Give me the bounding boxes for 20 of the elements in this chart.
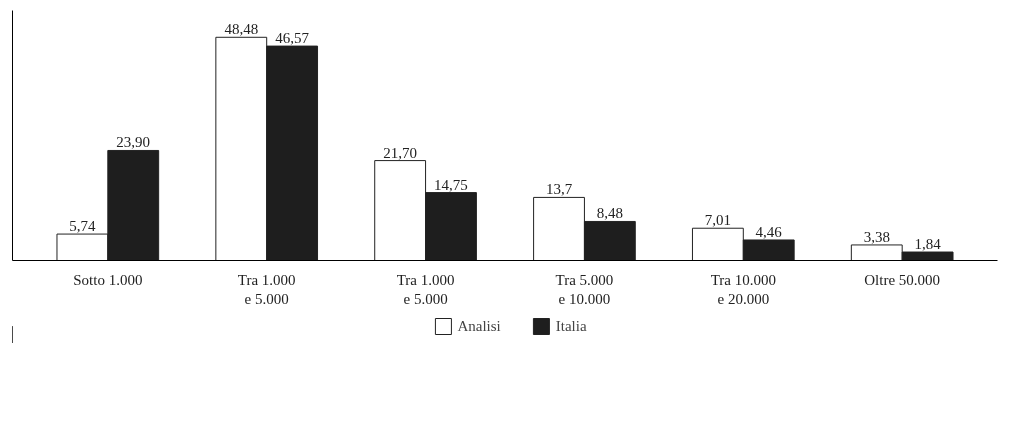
data-label: 13,7: [545, 181, 573, 198]
data-label: 14,75: [434, 176, 468, 193]
data-label: 3,38: [863, 228, 890, 245]
x-tick-label: Oltre 50.000: [864, 271, 941, 288]
x-tick-label: Tra 1.000 e 5.000: [396, 271, 455, 307]
x-tick-label: Tra 10.000 e 20.000: [710, 271, 776, 307]
data-label: 4,46: [755, 223, 783, 240]
data-label: 46,57: [275, 30, 310, 47]
legend-label: Analisi: [457, 317, 501, 335]
data-label: 23,90: [116, 134, 151, 151]
data-label: 5,74: [69, 218, 97, 235]
x-tick-label: Tra 1.000 e 5.000: [237, 271, 296, 307]
data-label: 48,48: [224, 21, 259, 38]
legend-label: Italia: [555, 317, 587, 335]
x-tick-label: Sotto 1.000: [73, 271, 143, 288]
x-tick-label: Tra 5.000 e 10.000: [555, 271, 614, 307]
data-label: 8,48: [596, 205, 623, 222]
data-label: 7,01: [704, 212, 732, 229]
data-label: 1,84: [914, 236, 942, 253]
data-label: 21,70: [383, 144, 418, 161]
